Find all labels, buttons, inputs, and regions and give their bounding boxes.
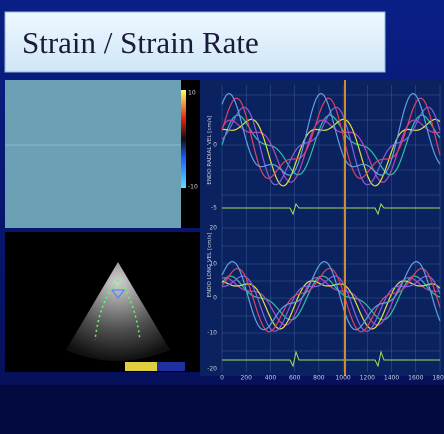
bottom-band [0,385,444,434]
y-tick-label: -20 [207,366,217,373]
y-tick-label: 10 [209,261,217,268]
y-tick-label: 20 [209,225,217,232]
x-tick-label: 1000 [335,375,350,382]
x-tick-label: 1600 [408,375,423,382]
heatmap [5,80,181,228]
y-tick-label: -5 [211,205,217,212]
x-tick-label: 600 [289,375,301,382]
x-tick-label: 0 [220,375,224,382]
slide: Strain / Strain Rate 10 -10 ENDO RADIAL … [0,0,444,434]
x-tick-label: 800 [313,375,325,382]
x-tick-label: 200 [240,375,252,382]
colorbar [181,90,186,188]
slide-title: Strain / Strain Rate [22,25,259,60]
colorbar-label: 10 [188,90,196,97]
colorbar-label: -10 [188,184,198,191]
page: Strain / Strain Rate 10 -10 ENDO RADIAL … [0,0,444,434]
y-tick-label: -10 [207,330,217,337]
x-tick-label: 400 [265,375,277,382]
y-tick-label: 0 [213,295,217,302]
y-axis-label: ENDO RADIAL VEL [cm/s] [207,115,213,184]
echo-bar [125,362,157,371]
x-tick-label: 1800 [432,375,444,382]
echo-bar [157,362,185,371]
x-tick-label: 1400 [384,375,399,382]
x-tick-label: 1200 [360,375,375,382]
y-tick-label: 0 [213,142,217,149]
